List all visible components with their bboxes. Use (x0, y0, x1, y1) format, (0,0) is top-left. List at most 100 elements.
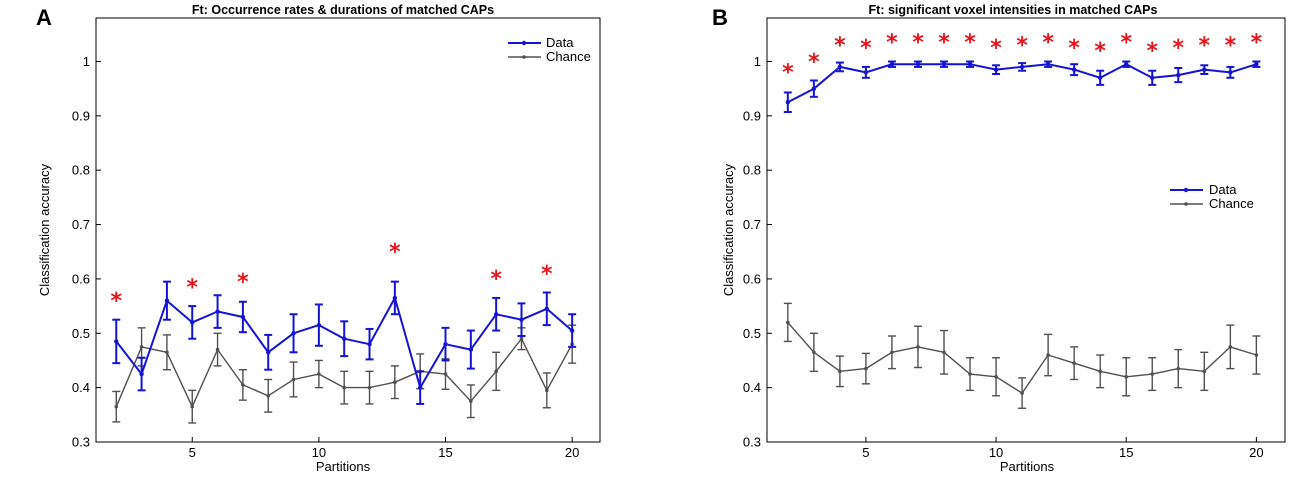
panel-a-data-point (493, 312, 499, 317)
panel-a-ytick-label: 0.7 (72, 217, 90, 232)
panel-b-data-series (783, 60, 1261, 114)
panel-b-chance-point (1202, 369, 1207, 374)
panel-a-xlabel: Partitions (316, 459, 371, 474)
panel-a-legend-data-label: Data (546, 35, 574, 50)
panel-b-data-point (811, 86, 817, 91)
panel-a-data-series (112, 280, 577, 405)
panel-a-chance-point (190, 404, 195, 409)
panel-b-chance-point (1046, 353, 1050, 357)
panel-a-ytick-label: 0.4 (72, 380, 90, 395)
panel-b-significance-star: * (1094, 39, 1106, 64)
panel-a-data-point (139, 371, 144, 377)
panel-b-data-point (1124, 62, 1129, 67)
panel-b-chance-point (968, 372, 972, 376)
panel-b-significance-star: * (1016, 33, 1028, 58)
panel-a-data-point (164, 298, 170, 303)
panel-a-chance-point (469, 399, 473, 404)
panel-a-ticks: 0.30.40.50.60.70.80.915 10 15 20 (72, 54, 579, 460)
panel-b-significance-star: * (938, 31, 950, 56)
panel-b-data-point (863, 70, 869, 75)
panel-b-ytick-label: 0.8 (743, 163, 761, 178)
panel-a-data-point (291, 331, 296, 336)
panel-a-letter: A (36, 5, 52, 30)
panel-b-xtick-label: 5 (862, 445, 869, 460)
panel-b-letter: B (712, 5, 728, 30)
panel-a-xtick-label: 15 (438, 445, 452, 460)
panel-a-chance-point (393, 380, 397, 385)
panel-b-chance-point (1072, 361, 1076, 365)
panel-b-significance-star: * (964, 31, 976, 56)
panel-b-data-point (1202, 67, 1207, 72)
panel-b-data-point (1019, 64, 1025, 70)
panel-b-significance-star: * (990, 36, 1002, 61)
panel-a-chance-point (241, 383, 245, 387)
panel-b-xtick-label: 10 (989, 445, 1003, 460)
panel-b-significance-star: * (1146, 39, 1158, 64)
panel-b-significance-markers: * * * * * * * * * * * * * * * * * * * (782, 31, 1263, 86)
panel-a-data-point (190, 320, 195, 325)
panel-b-chance-point (916, 345, 920, 349)
panel-a-axes-box (95, 17, 601, 443)
panel-b-legend-chance-label: Chance (1209, 196, 1254, 211)
panel-a-ytick-label: 0.8 (72, 163, 90, 178)
panel-b-data-point (1228, 70, 1233, 75)
panel-a-title: Ft: Occurrence rates & durations of matc… (192, 3, 494, 17)
panel-a-data-point (519, 317, 524, 322)
panel-b-significance-star: * (834, 33, 846, 58)
panel-b-title: Ft: significant voxel intensities in mat… (869, 3, 1158, 17)
panel-b-ytick-label: 0.9 (743, 108, 761, 123)
panel-b-significance-star: * (1225, 33, 1237, 58)
panel-b-data-point (1150, 75, 1155, 80)
panel-b-data-point (993, 67, 999, 72)
panel-b-data-point (915, 62, 921, 67)
panel-a-data-point (240, 314, 246, 320)
panel-a-ytick-label: 1 (83, 54, 90, 69)
panel-a-ytick-label: 0.5 (72, 326, 90, 341)
panel-a-ytick-label: 0.9 (72, 108, 90, 123)
panel-b-chance-point (1124, 374, 1129, 379)
panel-b-ytick-label: 0.4 (743, 380, 761, 395)
panel-b-legend-chance-marker (1184, 202, 1188, 206)
panel-b-axes-box (766, 17, 1286, 443)
panel-b-significance-star: * (1251, 31, 1263, 56)
panel-b-data-point (1176, 72, 1181, 78)
panel-b-significance-star: * (782, 61, 794, 86)
panel-b-chance-point (1020, 391, 1024, 395)
panel-b-data-point (785, 100, 791, 105)
panel-b-significance-star: * (1120, 31, 1132, 56)
panel-a-legend: Data Chance (508, 35, 591, 64)
panel-a-data-point (342, 336, 347, 341)
panel-b-ytick-label: 0.3 (743, 435, 761, 450)
panel-b-significance-star: * (808, 50, 820, 75)
panel-a-ylabel: Classification accuracy (37, 163, 52, 296)
panel-a-data-point (367, 341, 372, 347)
panel-a-ytick-label: 0.6 (72, 271, 90, 286)
panel-b-chance-point (1098, 369, 1102, 374)
panel-a-data-point (392, 295, 398, 301)
panel-a-data-point (468, 347, 474, 352)
panel-a-chance-point (215, 347, 220, 352)
panel-a-data-point (417, 385, 423, 390)
panel-a-chance-point (317, 372, 321, 376)
panel-b-ytick-label: 1 (754, 54, 761, 69)
panel-b-chance-point (812, 350, 816, 355)
panel-b-data-point (1071, 67, 1077, 72)
panel-b-significance-star: * (1042, 31, 1054, 56)
panel-a-xtick-label: 5 (189, 445, 196, 460)
panel-a-ytick-label: 0.3 (72, 435, 90, 450)
panel-b-data-point (941, 62, 947, 67)
panel-b-chance-point (890, 350, 894, 355)
panel-a-data-point (266, 350, 271, 355)
panel-a-significance-star: * (111, 289, 123, 314)
panel-b-data-point (1097, 75, 1103, 80)
panel-b-data-point (967, 62, 973, 67)
panel-b-significance-star: * (1173, 36, 1185, 61)
panel-b-ytick-label: 0.5 (743, 326, 761, 341)
panel-b-chance-point (1254, 353, 1259, 357)
panel-b-xtick-label: 15 (1119, 445, 1133, 460)
panel-b-ylabel: Classification accuracy (721, 163, 736, 296)
panel-b-data-point (1254, 62, 1259, 67)
panel-a-data-point (215, 309, 220, 314)
panel-a-legend-chance-marker (522, 55, 526, 59)
